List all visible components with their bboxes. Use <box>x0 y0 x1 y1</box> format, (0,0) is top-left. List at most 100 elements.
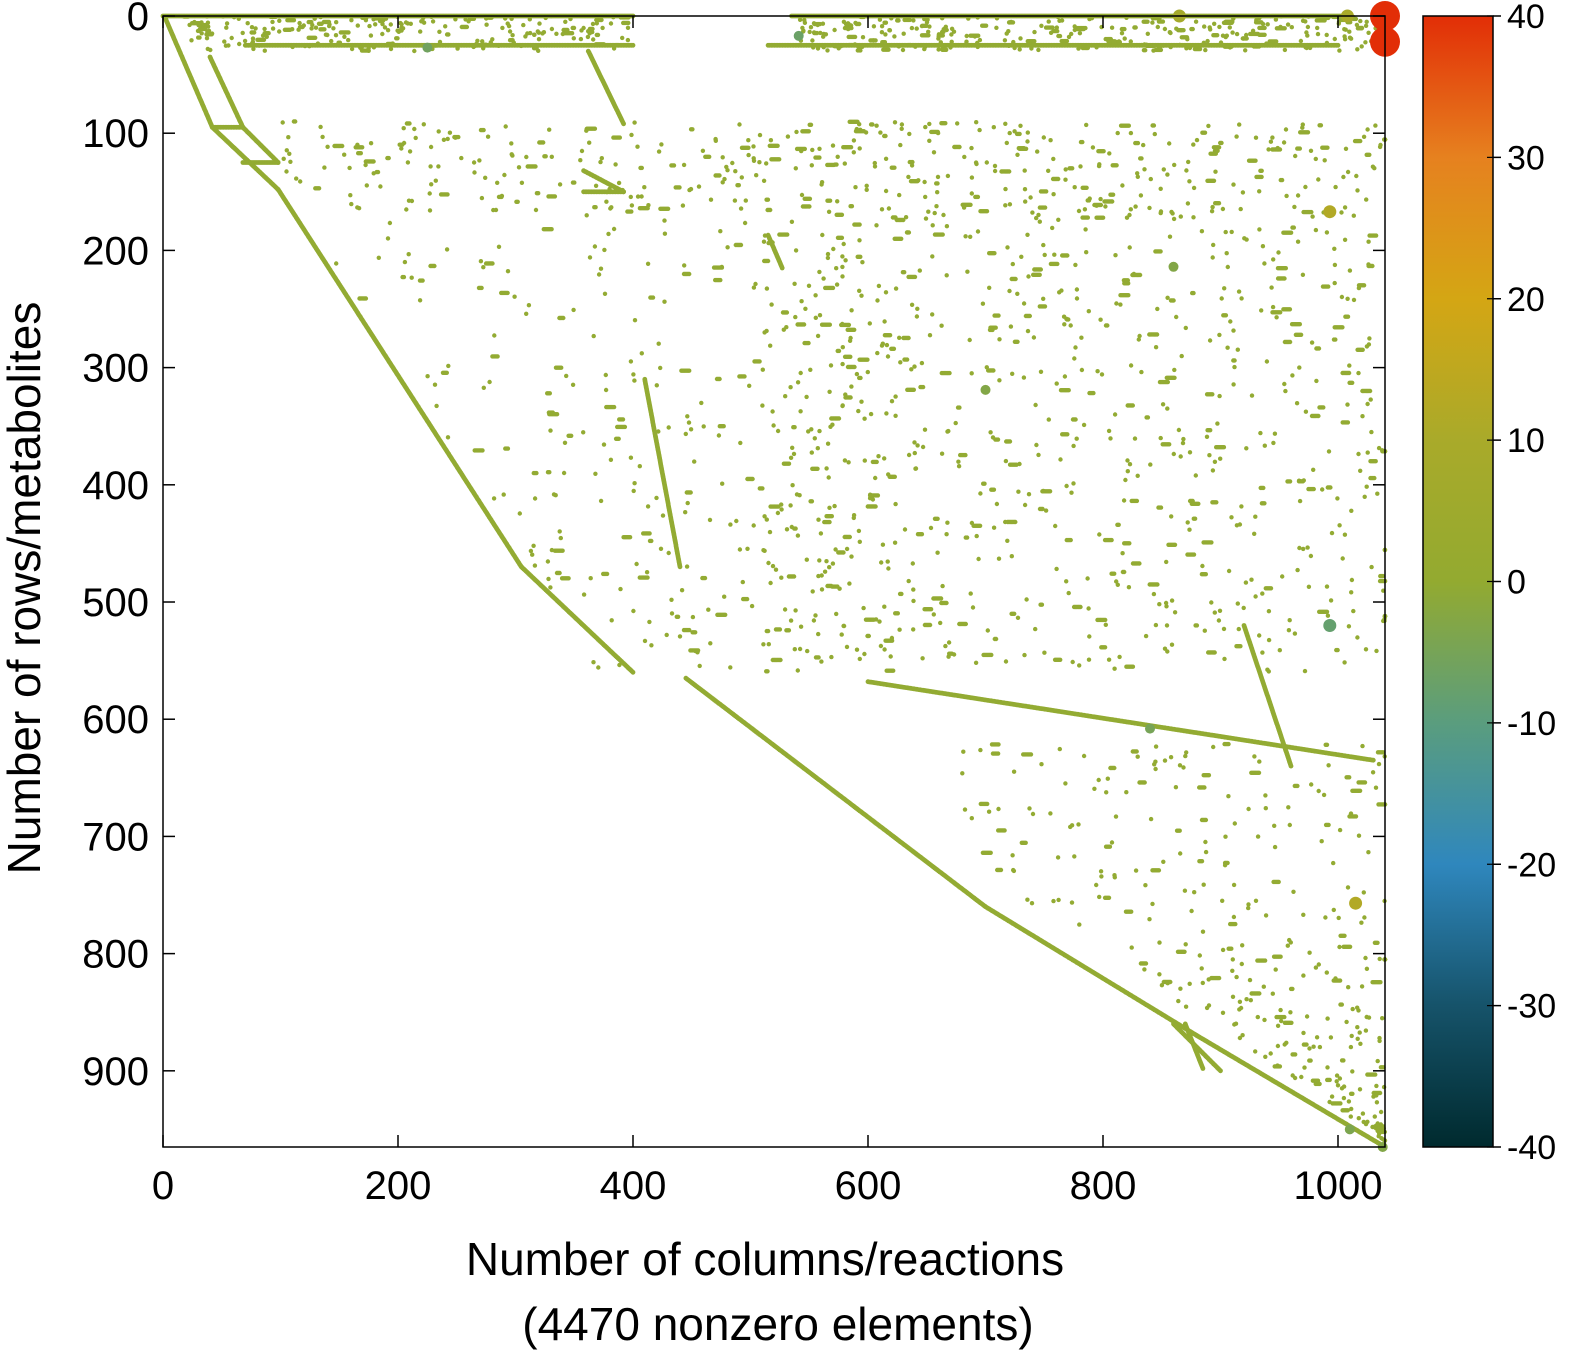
nonzero-point <box>775 428 781 434</box>
nonzero-point <box>847 338 853 343</box>
nonzero-point <box>1209 600 1214 605</box>
nonzero-point <box>977 127 982 133</box>
nonzero-point <box>961 205 967 210</box>
nonzero-point <box>696 184 702 189</box>
nonzero-point <box>835 199 840 204</box>
nonzero-point <box>487 379 492 385</box>
nonzero-point <box>760 403 765 408</box>
nonzero-point <box>1158 209 1164 214</box>
nonzero-point <box>842 161 847 166</box>
nonzero-point <box>969 145 974 151</box>
nonzero-point <box>744 596 750 602</box>
nonzero-point <box>564 373 569 379</box>
nonzero-point <box>938 620 943 626</box>
nonzero-point <box>491 496 497 501</box>
nonzero-point <box>547 470 552 475</box>
nonzero-point <box>1046 168 1051 173</box>
nonzero-point <box>1297 146 1303 151</box>
nonzero-point <box>1309 340 1315 345</box>
nonzero-point <box>945 429 950 434</box>
nonzero-point <box>1221 626 1227 632</box>
nonzero-point <box>815 446 820 451</box>
nonzero-point <box>920 656 925 661</box>
nonzero-point <box>1236 289 1242 294</box>
nonzero-point <box>825 255 831 261</box>
nonzero-point <box>1158 435 1163 441</box>
nonzero-point <box>654 495 659 501</box>
nonzero-point <box>840 345 845 350</box>
nonzero-point <box>1324 230 1330 235</box>
nonzero-point <box>570 382 576 387</box>
nonzero-point <box>746 152 751 158</box>
nonzero-point <box>1015 339 1020 344</box>
nonzero-point <box>1295 193 1301 198</box>
nonzero-point <box>404 207 409 212</box>
nonzero-point <box>1017 131 1022 137</box>
nonzero-point <box>1194 137 1200 143</box>
nonzero-point <box>447 130 453 135</box>
nonzero-point <box>1213 169 1218 174</box>
nonzero-point <box>1139 156 1144 161</box>
nonzero-point <box>827 519 832 525</box>
nonzero-point <box>543 154 548 159</box>
nonzero-point <box>777 157 782 162</box>
nonzero-point <box>1274 315 1279 320</box>
nonzero-point <box>974 161 979 167</box>
nonzero-point <box>588 576 593 581</box>
nonzero-point <box>666 425 671 430</box>
nonzero-point <box>1281 140 1287 145</box>
nonzero-point <box>825 251 831 257</box>
nonzero-point <box>805 648 810 654</box>
nonzero-point <box>718 229 723 234</box>
nonzero-point <box>1007 202 1013 207</box>
nonzero-point <box>853 185 858 190</box>
nonzero-point <box>1007 169 1012 174</box>
nonzero-point <box>631 372 636 377</box>
nonzero-point <box>1068 323 1073 328</box>
nonzero-point <box>874 223 879 228</box>
nonzero-point <box>911 627 916 632</box>
nonzero-point <box>602 291 608 296</box>
nonzero-point <box>320 134 325 140</box>
nonzero-point <box>409 198 415 204</box>
nonzero-point <box>318 124 323 130</box>
nonzero-point <box>973 660 979 665</box>
nonzero-point <box>1200 1066 1206 1071</box>
nonzero-point <box>757 359 762 364</box>
nonzero-point <box>1373 123 1378 128</box>
nonzero-point <box>662 218 667 223</box>
nonzero-point <box>935 181 940 186</box>
nonzero-point <box>923 194 928 200</box>
nonzero-point <box>681 162 687 168</box>
nonzero-point <box>1064 483 1069 489</box>
nonzero-point <box>495 180 500 185</box>
nonzero-point <box>591 660 596 665</box>
nonzero-point <box>1311 467 1316 472</box>
nonzero-point <box>914 314 920 319</box>
nonzero-point <box>645 504 651 509</box>
nonzero-point <box>768 343 773 348</box>
nonzero-point <box>421 122 426 127</box>
nonzero-point <box>1229 229 1234 235</box>
nonzero-point <box>1295 239 1301 244</box>
nonzero-point <box>658 546 664 551</box>
nonzero-point <box>516 165 522 170</box>
nonzero-point <box>830 143 836 148</box>
nonzero-point <box>909 302 915 307</box>
nonzero-point <box>628 194 633 200</box>
nonzero-point <box>533 207 539 213</box>
nonzero-point <box>1326 449 1332 454</box>
nonzero-point <box>546 576 551 582</box>
nonzero-point <box>378 184 383 189</box>
nonzero-point <box>1030 210 1035 215</box>
nonzero-point <box>1363 647 1369 652</box>
nonzero-point <box>1003 203 1008 208</box>
nonzero-point <box>1187 450 1193 455</box>
nonzero-point <box>790 445 795 450</box>
nonzero-point <box>1025 130 1031 135</box>
nonzero-point <box>1310 214 1315 219</box>
nonzero-point <box>524 311 529 316</box>
nonzero-point <box>340 143 345 149</box>
nonzero-point <box>1036 452 1041 458</box>
nonzero-point <box>621 121 626 127</box>
